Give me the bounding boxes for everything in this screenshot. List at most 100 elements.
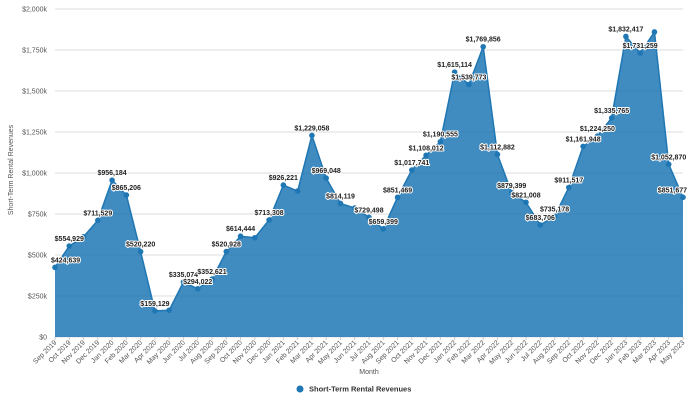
- data-point[interactable]: [508, 189, 515, 196]
- data-label: $1,539,773: [451, 74, 486, 81]
- data-label: $911,517: [554, 178, 583, 185]
- data-point[interactable]: [323, 175, 329, 181]
- data-label: $1,229,058: [294, 125, 329, 132]
- data-point[interactable]: [437, 138, 444, 145]
- data-label: $851,677: [658, 187, 687, 194]
- data-label: $614,444: [226, 226, 255, 233]
- data-point[interactable]: [52, 264, 58, 271]
- data-label: $1,769,856: [466, 37, 501, 44]
- data-label: $1,832,417: [608, 26, 643, 33]
- data-label: $683,706: [526, 215, 555, 222]
- data-point[interactable]: [537, 222, 544, 228]
- data-point[interactable]: [351, 205, 358, 211]
- y-axis-ticks: $0 $250k $500k $750k $1,000k $1,250k $1,500k $1…: [22, 7, 47, 342]
- data-point[interactable]: [451, 69, 458, 75]
- data-label: $926,221: [269, 175, 298, 182]
- data-label: $520,220: [126, 242, 155, 249]
- data-point[interactable]: [566, 184, 572, 191]
- data-point[interactable]: [337, 200, 344, 207]
- data-point[interactable]: [366, 214, 372, 221]
- data-label: $969,048: [312, 168, 341, 175]
- data-label: $1,190,555: [423, 132, 458, 139]
- data-point[interactable]: [237, 233, 244, 240]
- data-label: $821,008: [511, 192, 540, 199]
- data-point[interactable]: [66, 243, 73, 249]
- gridlines: [55, 8, 683, 338]
- data-point[interactable]: [223, 248, 230, 255]
- y-tick-label: $750k: [28, 212, 48, 219]
- data-point[interactable]: [166, 307, 172, 314]
- data-label: $659,399: [369, 219, 398, 226]
- data-label: $711,529: [83, 210, 112, 217]
- data-point[interactable]: [580, 143, 586, 150]
- data-labels: $424,639 $554,929 $711,529 $956,184 $865,206…: [50, 25, 688, 308]
- data-point[interactable]: [194, 285, 201, 292]
- y-axis-title: Short-Term Rental Revenues: [8, 124, 15, 215]
- data-point[interactable]: [152, 308, 158, 314]
- data-point[interactable]: [209, 276, 215, 282]
- legend-marker: [296, 385, 304, 393]
- data-label: $851,469: [383, 187, 412, 194]
- area-fill: [55, 31, 683, 338]
- data-point[interactable]: [551, 213, 558, 220]
- data-point[interactable]: [523, 199, 529, 206]
- data-point[interactable]: [380, 226, 387, 232]
- data-point[interactable]: [180, 279, 187, 285]
- data-label: $1,615,114: [437, 62, 472, 69]
- data-point[interactable]: [294, 188, 301, 194]
- series-area: [54, 29, 684, 338]
- data-point[interactable]: [137, 248, 144, 255]
- data-point[interactable]: [637, 50, 643, 56]
- y-tick-label: $1,250k: [22, 130, 47, 137]
- data-point[interactable]: [480, 43, 486, 50]
- data-label: $294,022: [183, 279, 212, 286]
- data-point[interactable]: [394, 194, 401, 201]
- data-label: $879,399: [497, 183, 526, 190]
- y-tick-label: $2,000k: [22, 7, 47, 14]
- data-point[interactable]: [608, 115, 615, 121]
- data-point[interactable]: [623, 33, 629, 40]
- data-label: $956,184: [97, 170, 126, 177]
- y-tick-label: $250k: [28, 294, 48, 301]
- legend[interactable]: Short-Term Rental Revenues: [296, 385, 412, 394]
- data-label: $520,928: [212, 242, 241, 249]
- data-point[interactable]: [594, 133, 601, 140]
- data-label: $814,119: [326, 193, 355, 200]
- data-label: $729,498: [354, 207, 383, 214]
- data-point[interactable]: [409, 167, 415, 173]
- data-point[interactable]: [80, 233, 87, 240]
- y-tick-label: $1,750k: [22, 48, 47, 55]
- data-point[interactable]: [680, 194, 686, 201]
- data-point[interactable]: [309, 132, 315, 139]
- data-label: $159,129: [140, 301, 169, 308]
- data-point[interactable]: [423, 152, 429, 159]
- y-tick-label: $1,500k: [22, 89, 47, 96]
- data-point[interactable]: [466, 81, 472, 88]
- data-label: $335,074: [169, 272, 198, 279]
- y-tick-label: $0: [39, 335, 47, 342]
- data-point[interactable]: [252, 234, 258, 241]
- data-label: $1,224,250: [580, 126, 615, 133]
- data-point[interactable]: [123, 192, 130, 198]
- data-label: $713,308: [254, 210, 283, 217]
- data-point[interactable]: [266, 217, 272, 223]
- data-label: $735,178: [540, 206, 569, 213]
- data-point[interactable]: [651, 29, 658, 35]
- data-label: $1,335,765: [594, 108, 629, 115]
- data-point[interactable]: [109, 177, 115, 183]
- data-point[interactable]: [665, 161, 672, 168]
- data-label: $1,052,870: [651, 154, 686, 161]
- data-label: $1,017,741: [394, 160, 429, 167]
- data-point[interactable]: [95, 217, 101, 224]
- data-point[interactable]: [494, 151, 501, 158]
- data-label: $424,639: [51, 257, 80, 264]
- data-label: $554,929: [55, 236, 84, 243]
- y-tick-label: $500k: [28, 253, 48, 260]
- data-point[interactable]: [280, 182, 287, 188]
- data-label: $1,108,012: [409, 145, 444, 152]
- legend-label: Short-Term Rental Revenues: [309, 385, 411, 394]
- data-label: $1,112,882: [480, 144, 515, 151]
- x-axis-title: Month: [359, 369, 379, 376]
